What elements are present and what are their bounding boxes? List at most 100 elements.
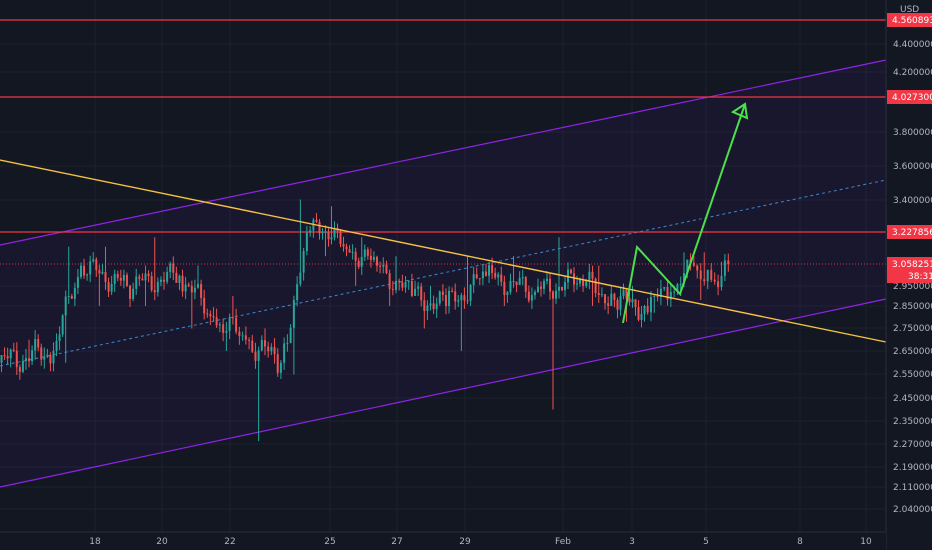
candle-body xyxy=(673,291,676,293)
candle-body xyxy=(67,296,70,298)
price-tag xyxy=(887,90,932,104)
price-tick: 4.2000000 xyxy=(893,68,932,78)
candle-body xyxy=(83,265,86,276)
candle-body xyxy=(257,350,260,361)
candle-body xyxy=(225,330,228,333)
candle-body xyxy=(509,280,512,293)
candle-body xyxy=(484,271,487,276)
time-axis[interactable] xyxy=(0,532,886,550)
grid xyxy=(0,0,886,532)
candle-body xyxy=(619,295,622,310)
candle-body xyxy=(299,272,302,285)
candle-body xyxy=(354,251,357,261)
candle-body xyxy=(616,299,619,310)
candle-body xyxy=(478,278,481,280)
candle-body xyxy=(330,237,333,240)
candle-body xyxy=(634,299,637,308)
candle-body xyxy=(585,281,588,286)
candle-body xyxy=(669,291,672,300)
candle-body xyxy=(150,276,153,291)
projection-arrowhead xyxy=(730,102,749,120)
descending-trendline xyxy=(0,159,887,343)
candle-body xyxy=(235,317,238,332)
candle-body xyxy=(640,314,643,320)
candle-body xyxy=(570,269,572,274)
candle-body xyxy=(351,251,354,253)
candle-body xyxy=(153,290,156,293)
candle-body xyxy=(527,291,530,301)
candle-body xyxy=(101,272,104,274)
candle-body xyxy=(429,303,432,306)
candle-body xyxy=(696,265,699,271)
candle-body xyxy=(683,273,685,284)
time-tick: 22 xyxy=(224,537,235,547)
candle-body xyxy=(241,335,244,337)
candle-body xyxy=(649,297,652,313)
candle-body xyxy=(622,289,625,296)
candle-body xyxy=(169,263,172,273)
price-tag xyxy=(887,13,932,27)
candle-body xyxy=(156,281,159,293)
candle-body xyxy=(521,277,524,279)
candle-body xyxy=(388,273,391,289)
candle-body xyxy=(363,249,366,257)
time-tick: 20 xyxy=(156,537,168,547)
candle-body xyxy=(676,284,679,292)
time-tick: Feb xyxy=(555,537,571,547)
candle-body xyxy=(31,350,34,362)
price-tag-label: 3.2278560 xyxy=(892,228,932,238)
candle-body xyxy=(267,346,270,352)
candle-body xyxy=(549,278,551,292)
candle-body xyxy=(12,349,15,351)
candle-body xyxy=(333,227,336,238)
candle-body xyxy=(147,273,150,277)
price-tick: 2.1100000 xyxy=(893,483,932,493)
candle-body xyxy=(206,313,209,315)
candle-body xyxy=(438,291,441,304)
price-tick: 3.8000000 xyxy=(893,128,932,138)
candle-body xyxy=(699,270,702,280)
candle-body xyxy=(518,277,521,285)
currency-label: USD xyxy=(900,5,919,15)
candle-body xyxy=(302,251,305,273)
candle-body xyxy=(119,277,122,281)
price-tick: 2.4500000 xyxy=(893,394,932,404)
candle-body xyxy=(573,273,575,285)
candle-body xyxy=(666,287,669,300)
candle-body xyxy=(494,272,497,278)
price-tag xyxy=(887,225,932,239)
candle-body xyxy=(218,324,221,326)
candle-body xyxy=(172,263,175,273)
candle-body xyxy=(52,351,55,364)
candle-body xyxy=(135,276,138,289)
candle-body xyxy=(710,269,713,280)
candle-body xyxy=(9,349,12,359)
candle-body xyxy=(34,339,37,351)
candle-body xyxy=(3,355,6,357)
price-tick: 2.1900000 xyxy=(893,463,932,473)
candle-body xyxy=(342,244,345,247)
candle-body xyxy=(43,356,46,360)
candle-body xyxy=(273,346,276,355)
candle-body xyxy=(398,280,401,283)
candle-body xyxy=(533,291,536,296)
candle-body xyxy=(61,315,64,335)
channel-lower-line xyxy=(0,298,887,488)
candle-body xyxy=(203,297,206,314)
candle-body xyxy=(89,261,92,275)
candle-body xyxy=(426,305,429,311)
candle-body xyxy=(348,249,351,253)
candle-body xyxy=(166,272,169,282)
candle-body xyxy=(244,335,247,340)
candle-body xyxy=(613,293,616,300)
candle-body xyxy=(231,317,234,319)
candle-body xyxy=(410,281,413,296)
candle-body xyxy=(646,306,649,313)
candle-body xyxy=(190,285,193,293)
candle-body xyxy=(503,281,506,295)
candle-body xyxy=(500,274,503,282)
candle-body xyxy=(561,286,563,291)
candle-body xyxy=(315,219,318,222)
